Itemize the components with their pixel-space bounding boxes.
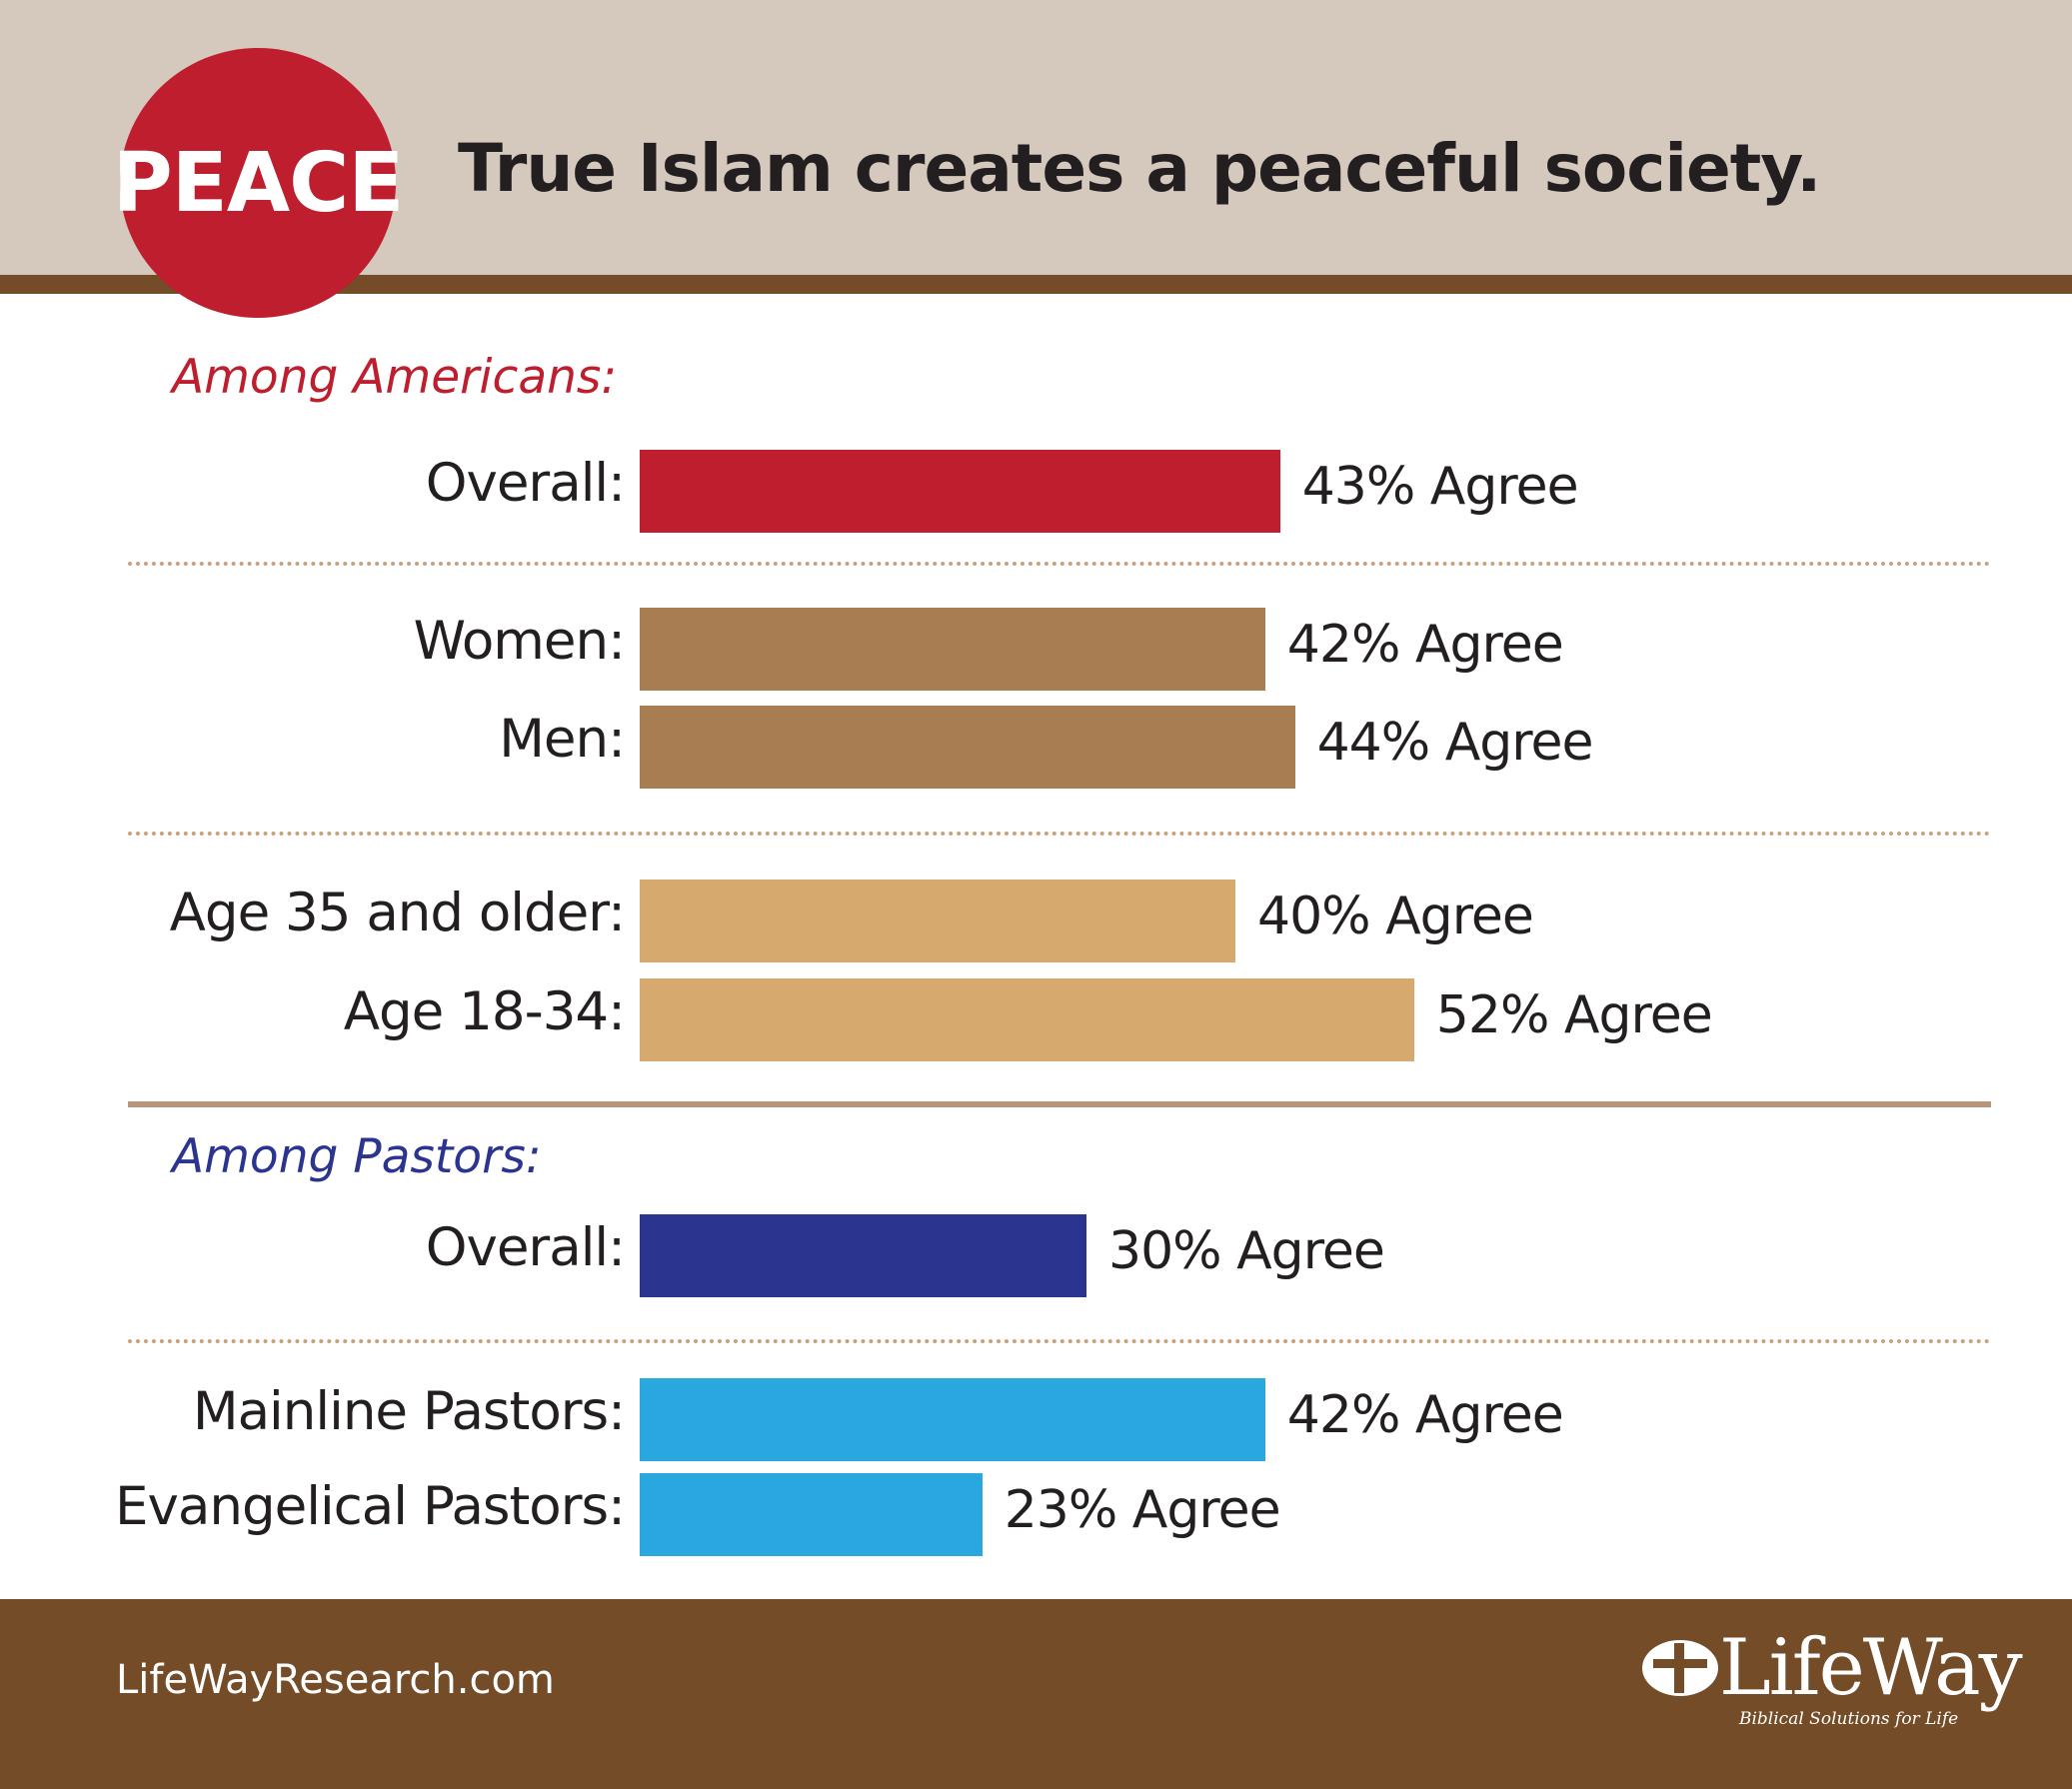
data-label: 23% Agree (1004, 1480, 1281, 1540)
data-label: 43% Agree (1301, 457, 1579, 517)
category-label: Overall: (425, 453, 626, 514)
data-label: 44% Agree (1316, 713, 1594, 773)
data-label: 52% Agree (1435, 985, 1713, 1045)
lifeway-logo: LifeWay Biblical Solutions for Life (1639, 1623, 2023, 1729)
footer-url: LifeWayResearch.com (116, 1657, 555, 1703)
logo-wordmark: LifeWay (1719, 1623, 2023, 1713)
bar (640, 1472, 983, 1556)
chart-title: True Islam creates a peaceful society. (458, 130, 1821, 207)
category-label: Age 18-34: (343, 981, 626, 1042)
data-label: 30% Agree (1108, 1221, 1385, 1281)
bar (640, 879, 1235, 962)
logo-tagline: Biblical Solutions for Life (1739, 1709, 1959, 1729)
bar (640, 1213, 1086, 1297)
section-divider (128, 1101, 1991, 1107)
section-label: Among Americans: (172, 350, 618, 405)
category-label: Evangelical Pastors: (115, 1476, 626, 1537)
dotted-divider (128, 1339, 1991, 1343)
dotted-divider (128, 562, 1991, 566)
badge-label: PEACE (112, 135, 405, 231)
bar (640, 705, 1295, 789)
category-label: Women: (413, 611, 626, 672)
category-label: Men: (499, 709, 626, 770)
category-label: Mainline Pastors: (192, 1381, 626, 1442)
data-label: 40% Agree (1257, 887, 1534, 946)
bar (640, 1377, 1265, 1461)
dotted-divider (128, 832, 1991, 836)
footer-band (0, 1599, 2072, 1789)
bar (640, 449, 1280, 533)
bar (640, 977, 1414, 1061)
category-label: Overall: (425, 1217, 626, 1278)
section-label: Among Pastors: (172, 1129, 542, 1184)
bar (640, 607, 1265, 691)
data-label: 42% Agree (1286, 1385, 1564, 1445)
lifeway-logo-icon (1642, 1640, 1718, 1696)
peace-badge: PEACE (113, 48, 404, 318)
category-label: Age 35 and older: (169, 883, 626, 943)
data-label: 42% Agree (1286, 615, 1564, 675)
header-rule (0, 275, 2072, 294)
